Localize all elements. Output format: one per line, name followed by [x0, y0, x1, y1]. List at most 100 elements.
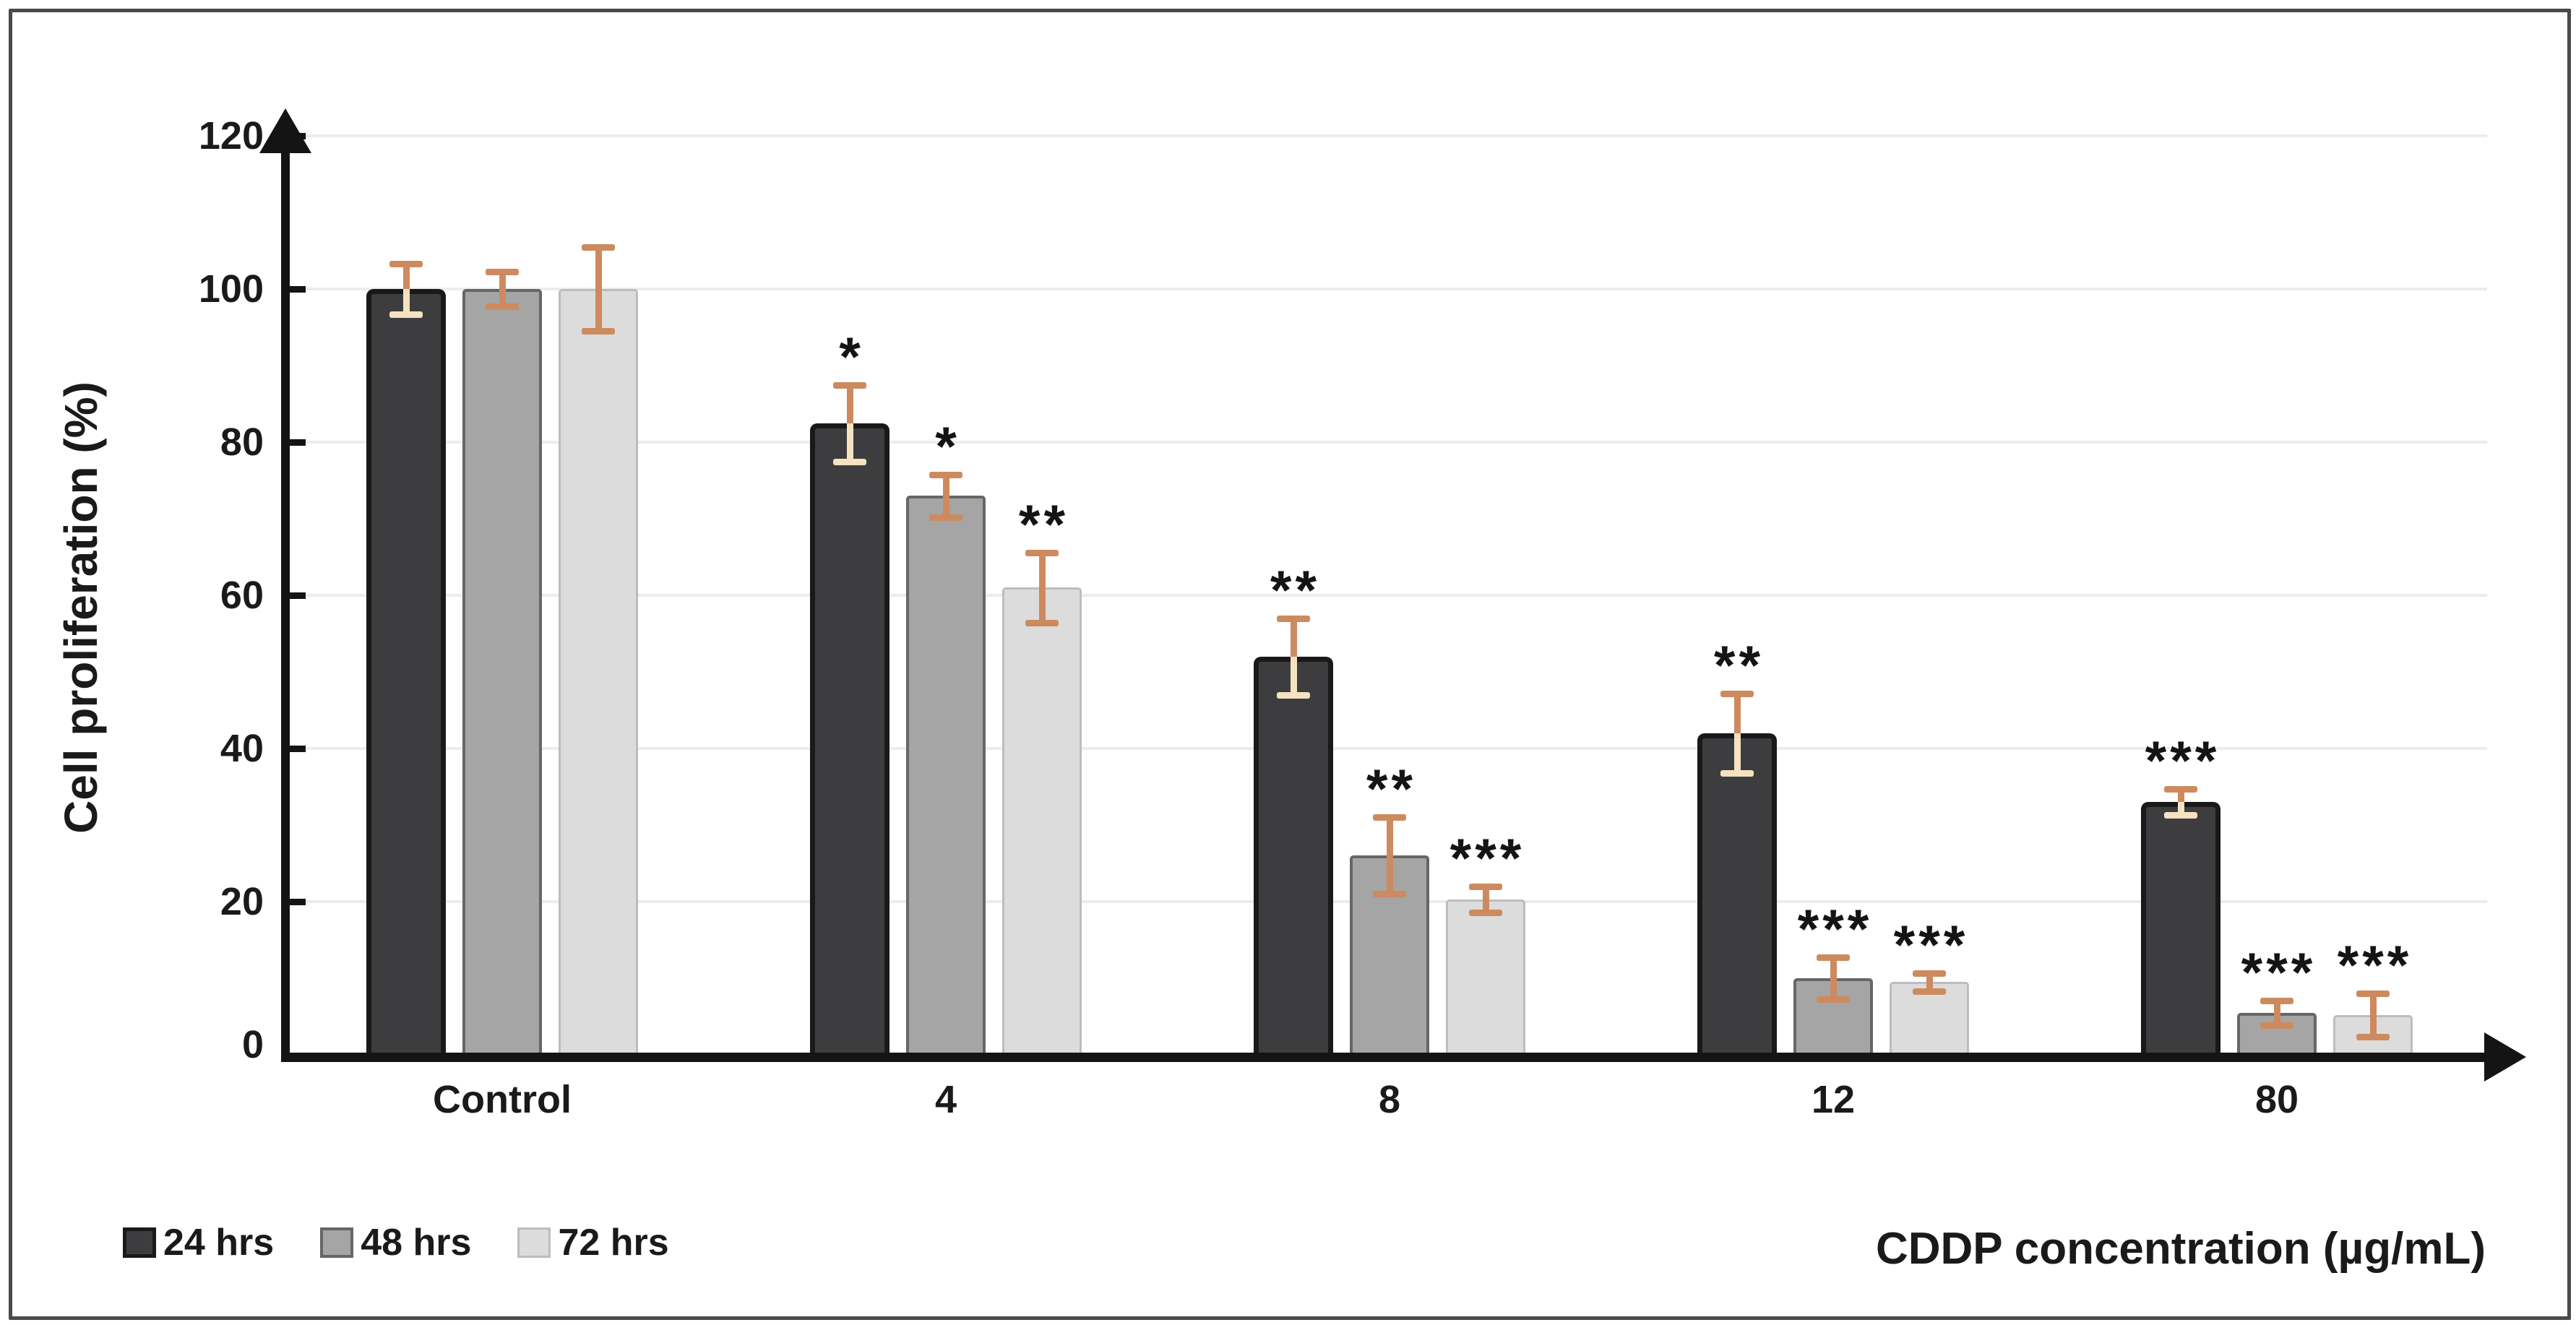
- bar-24hrs-8: [1254, 657, 1333, 1058]
- error-bar-cap: [1817, 996, 1850, 1003]
- error-bar-line: [2369, 993, 2377, 1015]
- error-bar-cap: [833, 382, 866, 389]
- legend-item: 24 hrs: [123, 1222, 274, 1263]
- error-bar-line: [595, 247, 602, 289]
- error-bar-line: [1482, 886, 1489, 899]
- y-axis-tick: [290, 439, 306, 446]
- y-axis-tick: [290, 286, 306, 293]
- error-bar-cap: [582, 244, 615, 251]
- error-bar-line: [499, 272, 506, 289]
- error-bar-cap: [1373, 891, 1406, 897]
- gridline: [294, 441, 2487, 444]
- y-tick-label: 120: [198, 114, 264, 157]
- y-axis-tick: [290, 899, 306, 905]
- legend-label: 48 hrs: [361, 1222, 472, 1264]
- error-bar-cap: [2164, 786, 2197, 793]
- gridline: [294, 288, 2487, 290]
- significance-label: **: [1018, 494, 1069, 556]
- error-bar-line: [402, 289, 410, 314]
- legend-swatch-icon: [320, 1227, 354, 1258]
- x-axis-title: CDDP concentration (µg/mL): [1875, 1224, 2486, 1274]
- error-bar-line: [2177, 802, 2184, 815]
- error-bar-line: [1038, 587, 1046, 623]
- error-bar-cap: [2356, 990, 2390, 997]
- error-bar-cap: [833, 459, 866, 465]
- x-tick-label: 80: [2254, 1078, 2299, 1121]
- error-bar-cap: [389, 311, 423, 318]
- error-bar-line: [1290, 657, 1297, 695]
- significance-label: **: [1366, 759, 1417, 820]
- legend: 24 hrs 48 hrs 72 hrs: [123, 1222, 669, 1263]
- significance-label: *: [839, 327, 864, 388]
- x-tick-label: 8: [1378, 1078, 1401, 1121]
- y-tick-label: 20: [220, 880, 264, 923]
- error-bar-cap: [1469, 884, 1502, 890]
- y-axis-arrow-icon: [259, 108, 311, 153]
- y-axis-line: [281, 144, 290, 1062]
- significance-label: ***: [1893, 915, 1969, 976]
- y-axis-tick: [290, 746, 306, 752]
- legend-label: 72 hrs: [558, 1222, 669, 1264]
- significance-label: ***: [2241, 942, 2317, 1004]
- significance-label: *: [935, 416, 960, 478]
- error-bar-cap: [2260, 1022, 2293, 1029]
- error-bar-cap: [1913, 988, 1946, 995]
- x-tick-label: Control: [433, 1078, 572, 1121]
- bar-24hrs-80: [2141, 802, 2220, 1058]
- error-bar-cap: [1025, 620, 1059, 626]
- error-bar-line: [1830, 978, 1837, 999]
- error-bar-line: [1038, 553, 1046, 587]
- bar-72hrs-Control: [559, 289, 638, 1058]
- error-bar-cap: [1373, 814, 1406, 821]
- y-tick-label: 80: [220, 420, 264, 464]
- error-bar-cap: [2260, 998, 2293, 1004]
- error-bar-line: [1733, 733, 1741, 773]
- error-bar-cap: [1277, 692, 1310, 699]
- significance-label: ***: [2337, 935, 2413, 996]
- error-bar-cap: [1469, 910, 1502, 916]
- error-bar-line: [2273, 1001, 2280, 1013]
- x-tick-label: 4: [934, 1078, 957, 1121]
- legend-item: 72 hrs: [517, 1222, 669, 1264]
- legend-swatch-icon: [517, 1227, 551, 1258]
- error-bar-line: [2369, 1015, 2377, 1037]
- y-tick-label: 0: [241, 1023, 264, 1066]
- gridline: [294, 747, 2487, 750]
- x-axis-arrow-icon: [2484, 1032, 2526, 1082]
- bar-48hrs-Control: [462, 289, 542, 1058]
- error-bar-cap: [389, 261, 423, 267]
- error-bar-cap: [1817, 954, 1850, 961]
- error-bar-cap: [2164, 812, 2197, 819]
- error-bar-line: [2177, 789, 2184, 802]
- legend-label: 24 hrs: [163, 1222, 275, 1264]
- y-axis-title: Cell proliferation (%): [55, 381, 107, 834]
- error-bar-line: [402, 264, 410, 289]
- significance-label: ***: [1797, 899, 1873, 960]
- legend-item: 48 hrs: [320, 1222, 471, 1263]
- error-bar-line: [846, 423, 853, 462]
- gridline: [294, 594, 2487, 597]
- error-bar-cap: [1025, 550, 1059, 556]
- error-bar-cap: [929, 514, 962, 521]
- bar-24hrs-4: [810, 423, 889, 1058]
- y-tick-label: 60: [220, 574, 264, 617]
- error-bar-line: [595, 289, 602, 331]
- error-bar-cap: [929, 472, 962, 478]
- error-bar-cap: [1277, 616, 1310, 622]
- error-bar-line: [1830, 957, 1837, 978]
- error-bar-line: [499, 289, 506, 306]
- error-bar-cap: [486, 269, 519, 275]
- error-bar-line: [1482, 899, 1489, 912]
- x-tick-label: 12: [1811, 1078, 1856, 1121]
- error-bar-line: [1926, 982, 1933, 991]
- error-bar-cap: [1720, 691, 1754, 697]
- error-bar-line: [1926, 973, 1933, 982]
- gridline: [294, 134, 2487, 137]
- error-bar-cap: [582, 328, 615, 335]
- error-bar-line: [1386, 855, 1393, 894]
- bar-24hrs-12: [1697, 733, 1777, 1058]
- significance-label: **: [1270, 560, 1321, 621]
- error-bar-cap: [1720, 770, 1754, 777]
- significance-label: ***: [1449, 828, 1525, 889]
- bar-72hrs-4: [1002, 587, 1082, 1058]
